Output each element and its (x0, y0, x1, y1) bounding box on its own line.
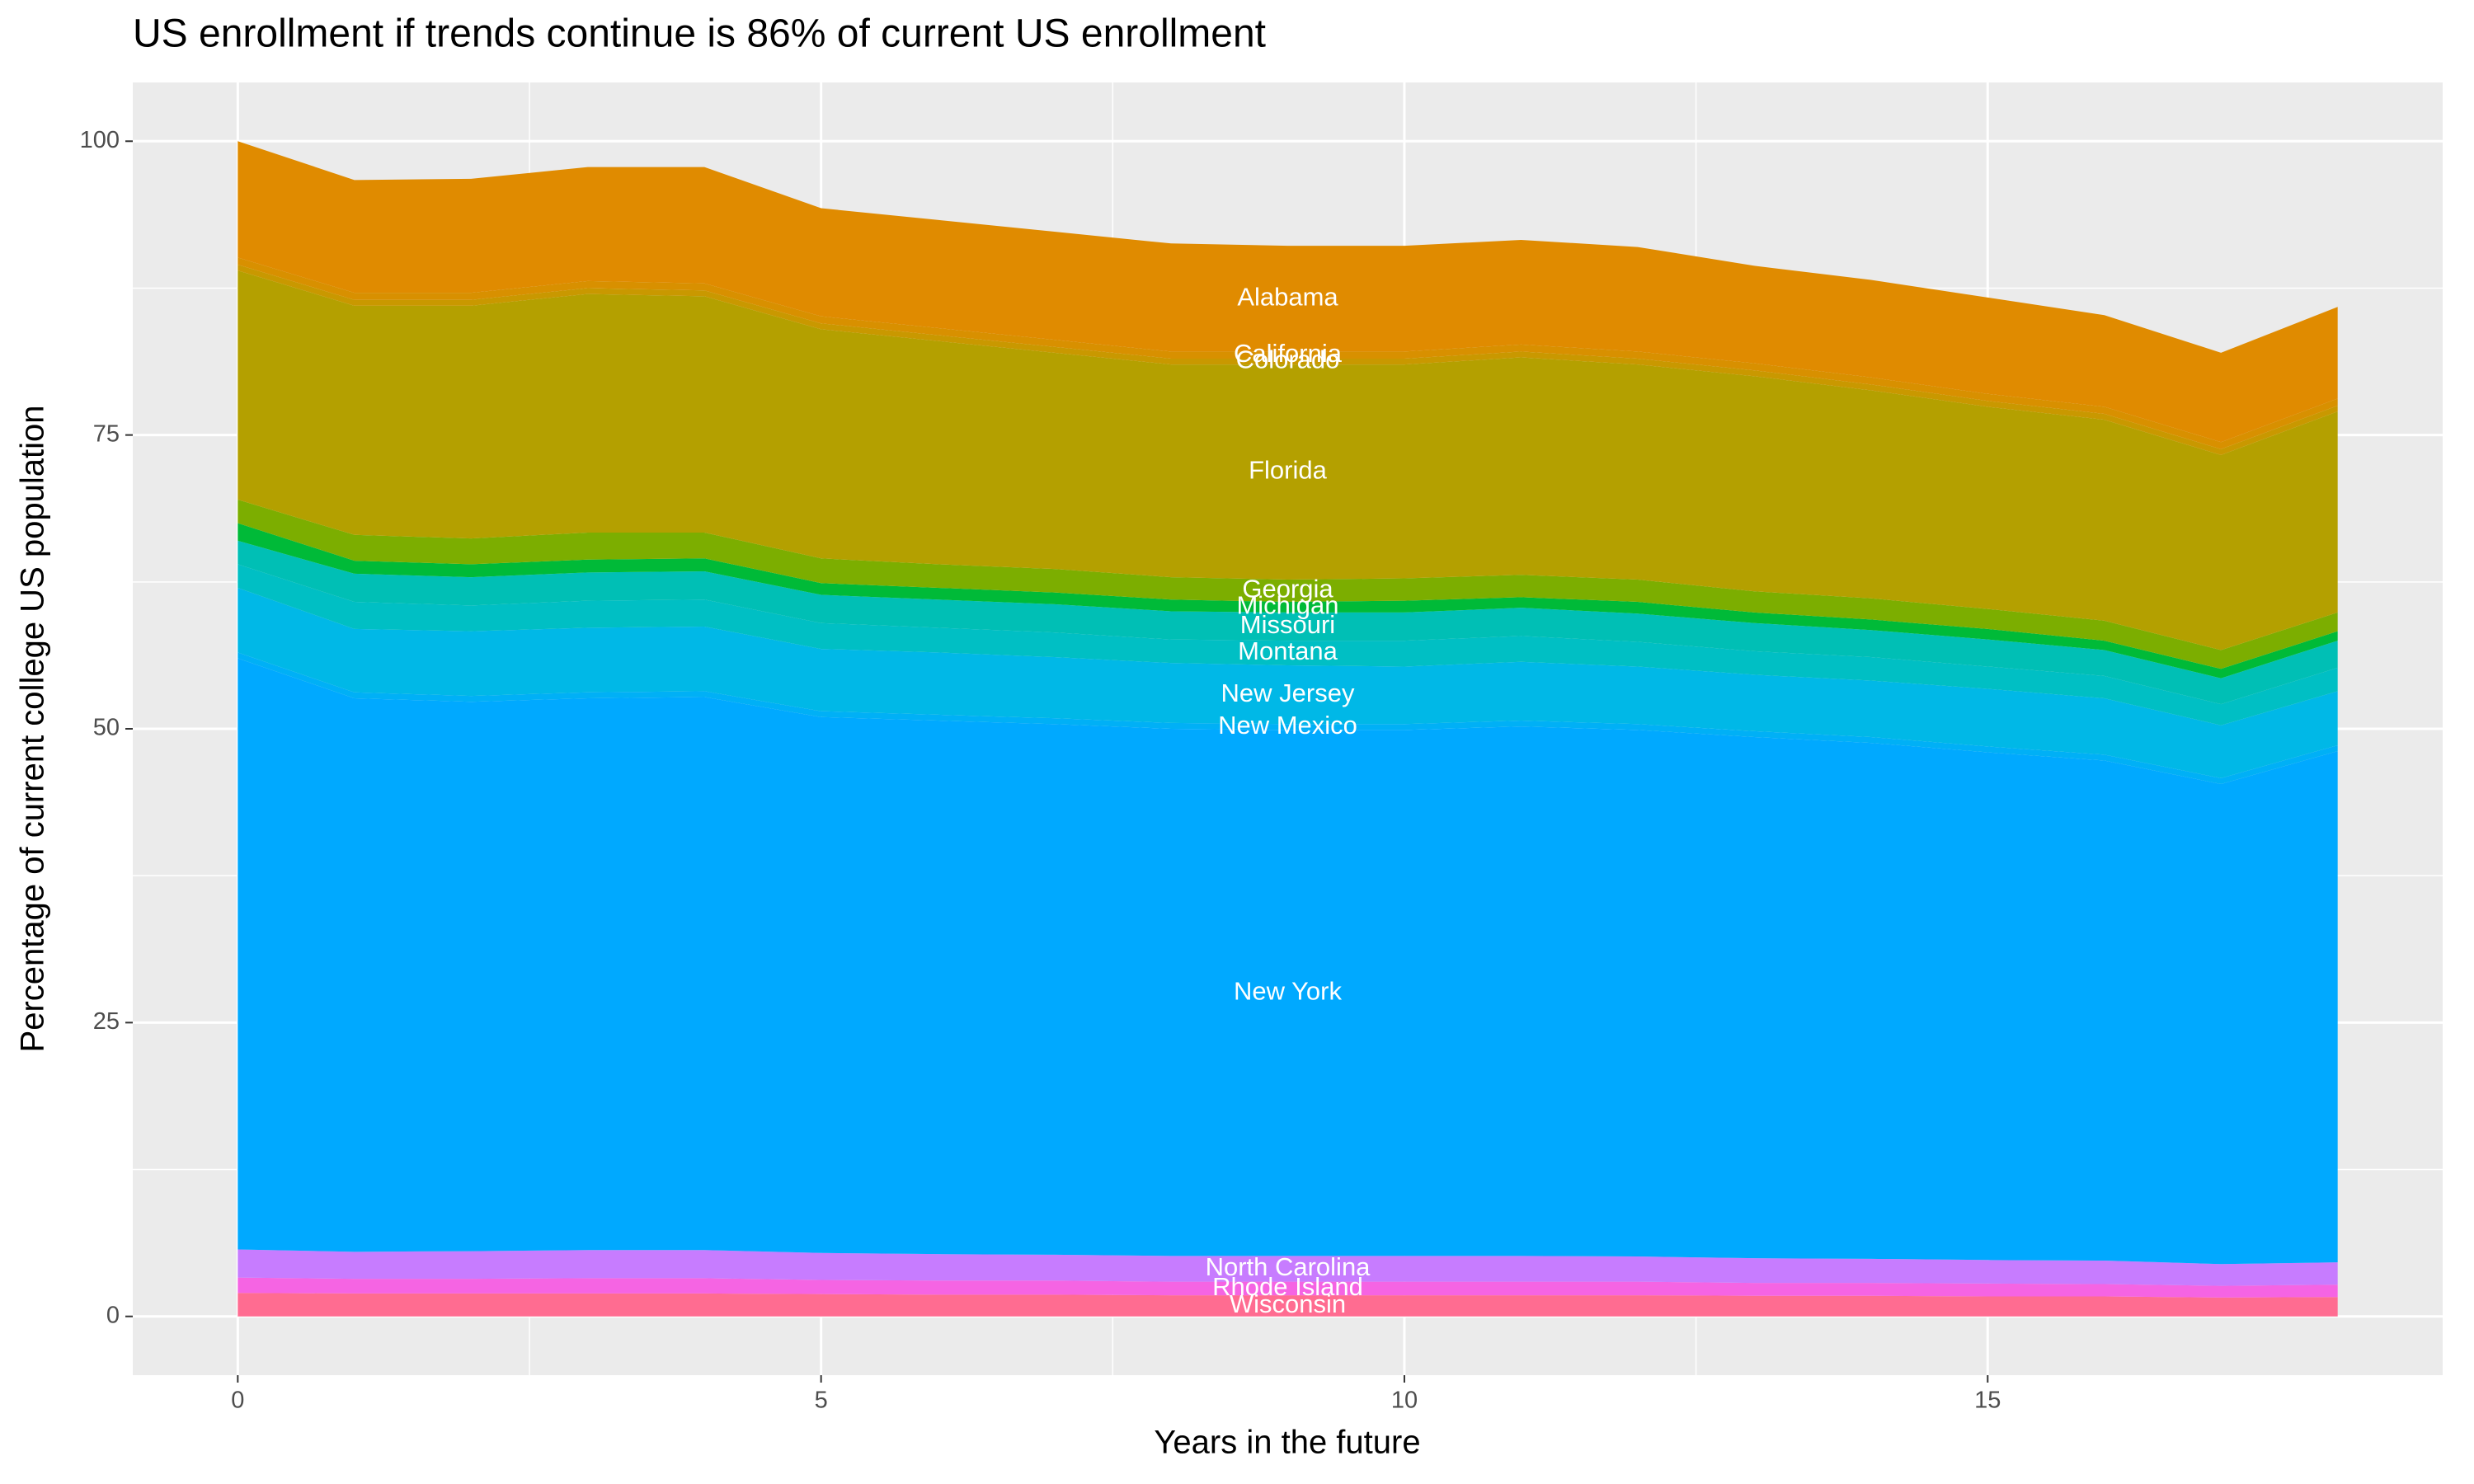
y-tick-label: 75 (93, 420, 120, 447)
y-tick-label: 100 (80, 127, 120, 153)
area (238, 1249, 2338, 1286)
area (238, 270, 2338, 650)
area (238, 1277, 2338, 1298)
area (238, 587, 2338, 778)
area (238, 500, 2338, 669)
area-label: Georgia (1242, 575, 1333, 603)
area-label: Alabama (1237, 282, 1338, 311)
area (238, 1293, 2338, 1317)
y-tick-label: 0 (106, 1302, 120, 1328)
area (238, 257, 2338, 449)
areas (238, 141, 2338, 1317)
area-label: California (1234, 339, 1343, 368)
x-tick-label: 10 (1391, 1388, 1418, 1414)
chart-title: US enrollment if trends continue is 86% … (133, 12, 1266, 56)
axes: 0 25 50 75 100 0 5 10 15 (80, 127, 2001, 1414)
area-label: New Jersey (1221, 679, 1355, 707)
area (238, 264, 2338, 455)
y-tick-label: 50 (93, 715, 120, 741)
y-tick-label: 25 (93, 1008, 120, 1035)
area (238, 540, 2338, 705)
x-axis-title: Years in the future (1154, 1425, 1420, 1461)
x-tick-label: 0 (231, 1388, 244, 1414)
area (238, 658, 2338, 1265)
y-axis-title: Percentage of current college US populat… (15, 406, 51, 1053)
area-label: Wisconsin (1230, 1289, 1346, 1318)
area (238, 564, 2338, 726)
area-label: Rhode Island (1212, 1272, 1363, 1301)
area-label: Missouri (1240, 610, 1335, 639)
area-label: Colorado (1236, 345, 1340, 374)
area-label: Florida (1249, 456, 1328, 485)
area-label: Michigan (1236, 591, 1338, 620)
area-label: New Mexico (1218, 711, 1357, 740)
area-label: New York (1234, 977, 1342, 1006)
x-tick-label: 5 (815, 1388, 828, 1414)
area-label: Montana (1238, 636, 1338, 665)
area (238, 141, 2338, 443)
area-label: North Carolina (1206, 1252, 1371, 1281)
x-tick-label: 15 (1974, 1388, 2001, 1414)
